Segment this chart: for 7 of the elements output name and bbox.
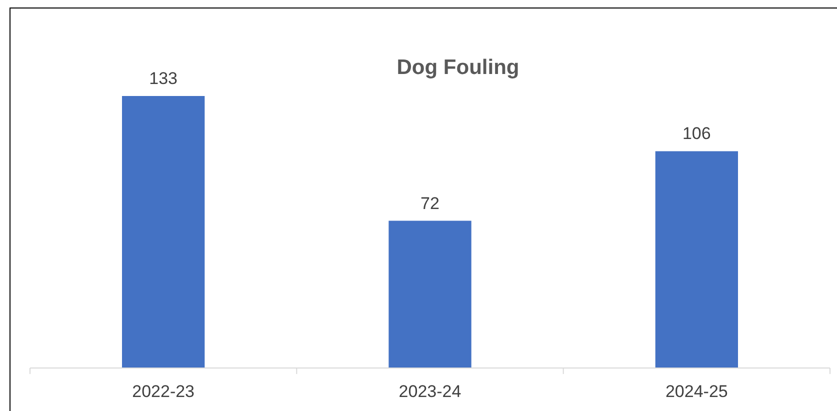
data-label: 106: [682, 124, 711, 144]
x-tick-label: 2022-23: [132, 382, 195, 401]
data-label: 72: [420, 194, 440, 213]
x-tick-label: 2023-24: [398, 382, 462, 401]
chart-title: Dog Fouling: [396, 56, 520, 79]
data-label: 133: [149, 69, 178, 88]
x-tick-label: 2024-25: [665, 382, 728, 401]
